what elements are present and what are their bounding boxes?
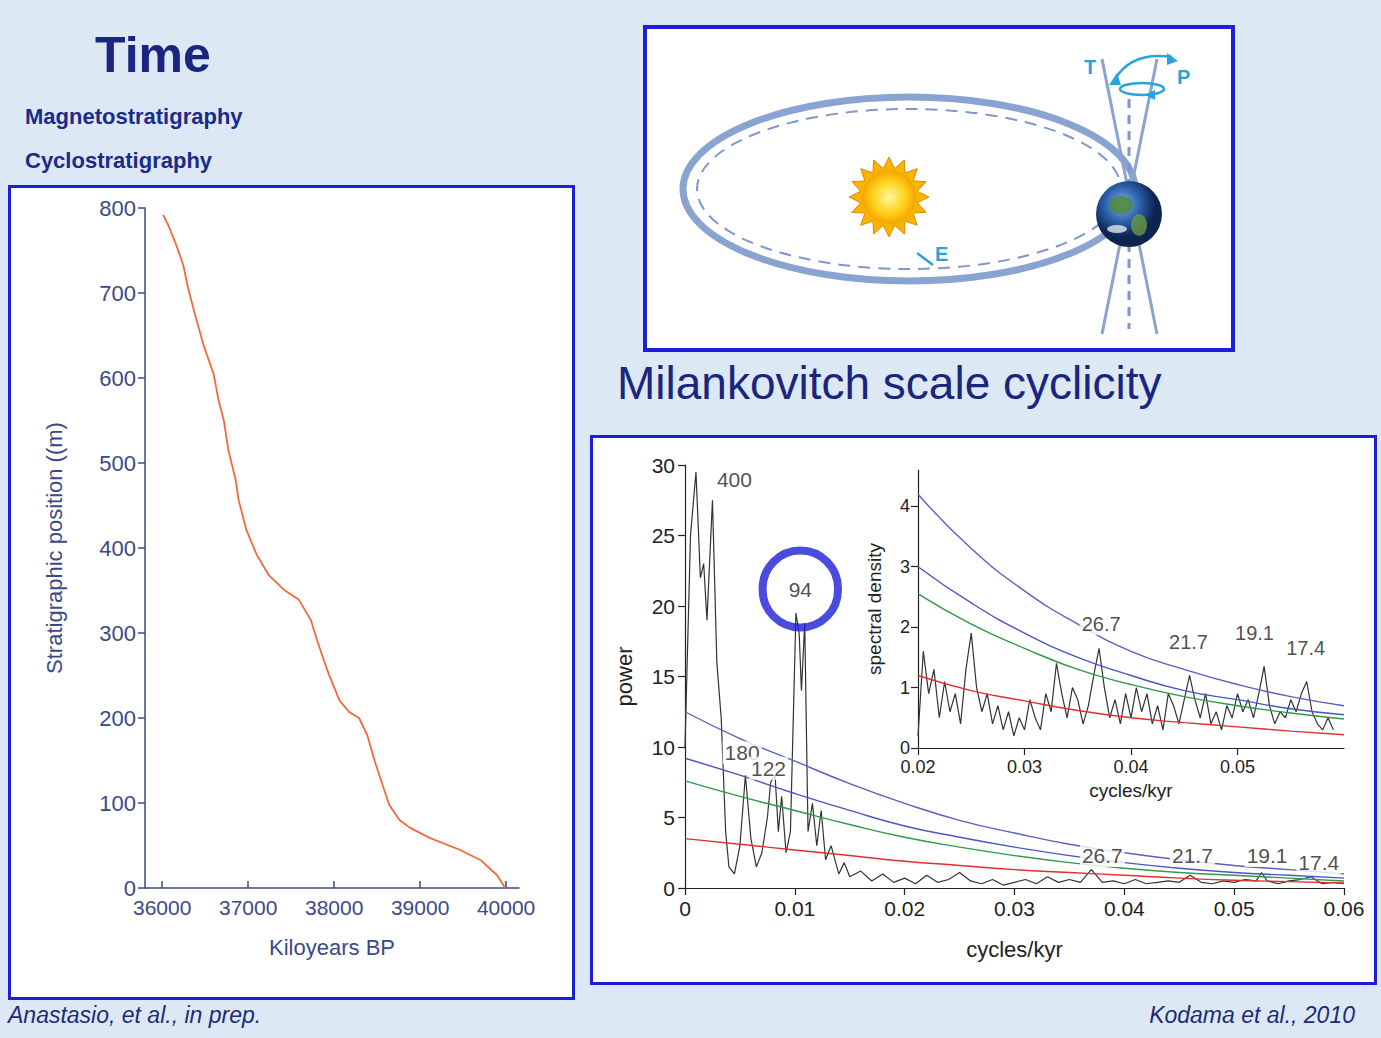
svg-text:19.1: 19.1 — [1247, 844, 1288, 867]
svg-text:T: T — [1084, 56, 1096, 78]
svg-text:39000: 39000 — [391, 896, 449, 919]
svg-text:400: 400 — [99, 536, 136, 561]
svg-text:0: 0 — [679, 897, 691, 920]
svg-text:26.7: 26.7 — [1082, 613, 1121, 635]
html-text:Magnetostratigraphy: Magnetostratigraphy — [25, 104, 243, 129]
svg-text:180: 180 — [724, 741, 760, 765]
svg-text:36000: 36000 — [133, 896, 191, 919]
svg-text:500: 500 — [99, 451, 136, 476]
svg-text:0.01: 0.01 — [774, 897, 815, 920]
svg-text:21.7: 21.7 — [1172, 844, 1213, 867]
svg-text:0.03: 0.03 — [994, 897, 1035, 920]
svg-text:200: 200 — [99, 706, 136, 731]
svg-text:15: 15 — [652, 665, 675, 688]
svg-text:600: 600 — [99, 366, 136, 391]
svg-text:power: power — [612, 647, 637, 707]
svg-text:25: 25 — [652, 524, 675, 547]
svg-text:0: 0 — [900, 738, 910, 758]
svg-text:37000: 37000 — [219, 896, 277, 919]
svg-text:cycles/kyr: cycles/kyr — [966, 937, 1063, 962]
svg-text:17.4: 17.4 — [1286, 637, 1325, 659]
svg-text:400: 400 — [717, 468, 752, 491]
svg-text:0.04: 0.04 — [1113, 757, 1148, 777]
svg-text:700: 700 — [99, 281, 136, 306]
svg-text:100: 100 — [99, 791, 136, 816]
svg-text:0.04: 0.04 — [1104, 897, 1145, 920]
svg-text:2: 2 — [900, 617, 910, 637]
svg-text:E: E — [935, 243, 948, 265]
svg-text:4: 4 — [900, 496, 910, 516]
html-text:Anastasio, et al., in prep.: Anastasio, et al., in prep. — [8, 1002, 262, 1028]
svg-text:0: 0 — [663, 877, 675, 900]
svg-text:19.1: 19.1 — [1235, 622, 1274, 644]
html-text:Milankovitch scale cyclicity: Milankovitch scale cyclicity — [617, 357, 1162, 409]
svg-text:17.4: 17.4 — [1298, 851, 1339, 874]
svg-text:P: P — [1177, 66, 1190, 88]
svg-text:26.7: 26.7 — [1082, 844, 1123, 867]
svg-text:94: 94 — [789, 578, 813, 601]
svg-text:5: 5 — [663, 806, 675, 829]
svg-text:0.02: 0.02 — [900, 757, 935, 777]
svg-text:0.03: 0.03 — [1007, 757, 1042, 777]
svg-text:30: 30 — [652, 454, 675, 477]
html-text:Cyclostratigraphy: Cyclostratigraphy — [25, 148, 213, 173]
svg-text:0.05: 0.05 — [1220, 757, 1255, 777]
svg-text:3: 3 — [900, 557, 910, 577]
svg-text:20: 20 — [652, 595, 675, 618]
svg-text:Stratigraphic position ((m): Stratigraphic position ((m) — [42, 422, 67, 674]
svg-text:800: 800 — [99, 196, 136, 221]
html-text:Time: Time — [95, 27, 211, 83]
svg-text:Kiloyears BP: Kiloyears BP — [269, 935, 395, 960]
svg-text:300: 300 — [99, 621, 136, 646]
svg-text:0.02: 0.02 — [884, 897, 925, 920]
svg-text:spectral density: spectral density — [864, 543, 885, 676]
html-text:Kodama et al., 2010: Kodama et al., 2010 — [1149, 1002, 1355, 1028]
svg-text:10: 10 — [652, 736, 675, 759]
svg-text:cycles/kyr: cycles/kyr — [1089, 780, 1173, 801]
svg-text:21.7: 21.7 — [1169, 631, 1208, 653]
svg-text:1: 1 — [900, 678, 910, 698]
svg-text:122: 122 — [751, 757, 786, 780]
svg-text:0.05: 0.05 — [1214, 897, 1255, 920]
svg-text:38000: 38000 — [305, 896, 363, 919]
svg-text:0.06: 0.06 — [1324, 897, 1365, 920]
svg-text:0: 0 — [123, 875, 136, 901]
svg-text:40000: 40000 — [477, 896, 535, 919]
